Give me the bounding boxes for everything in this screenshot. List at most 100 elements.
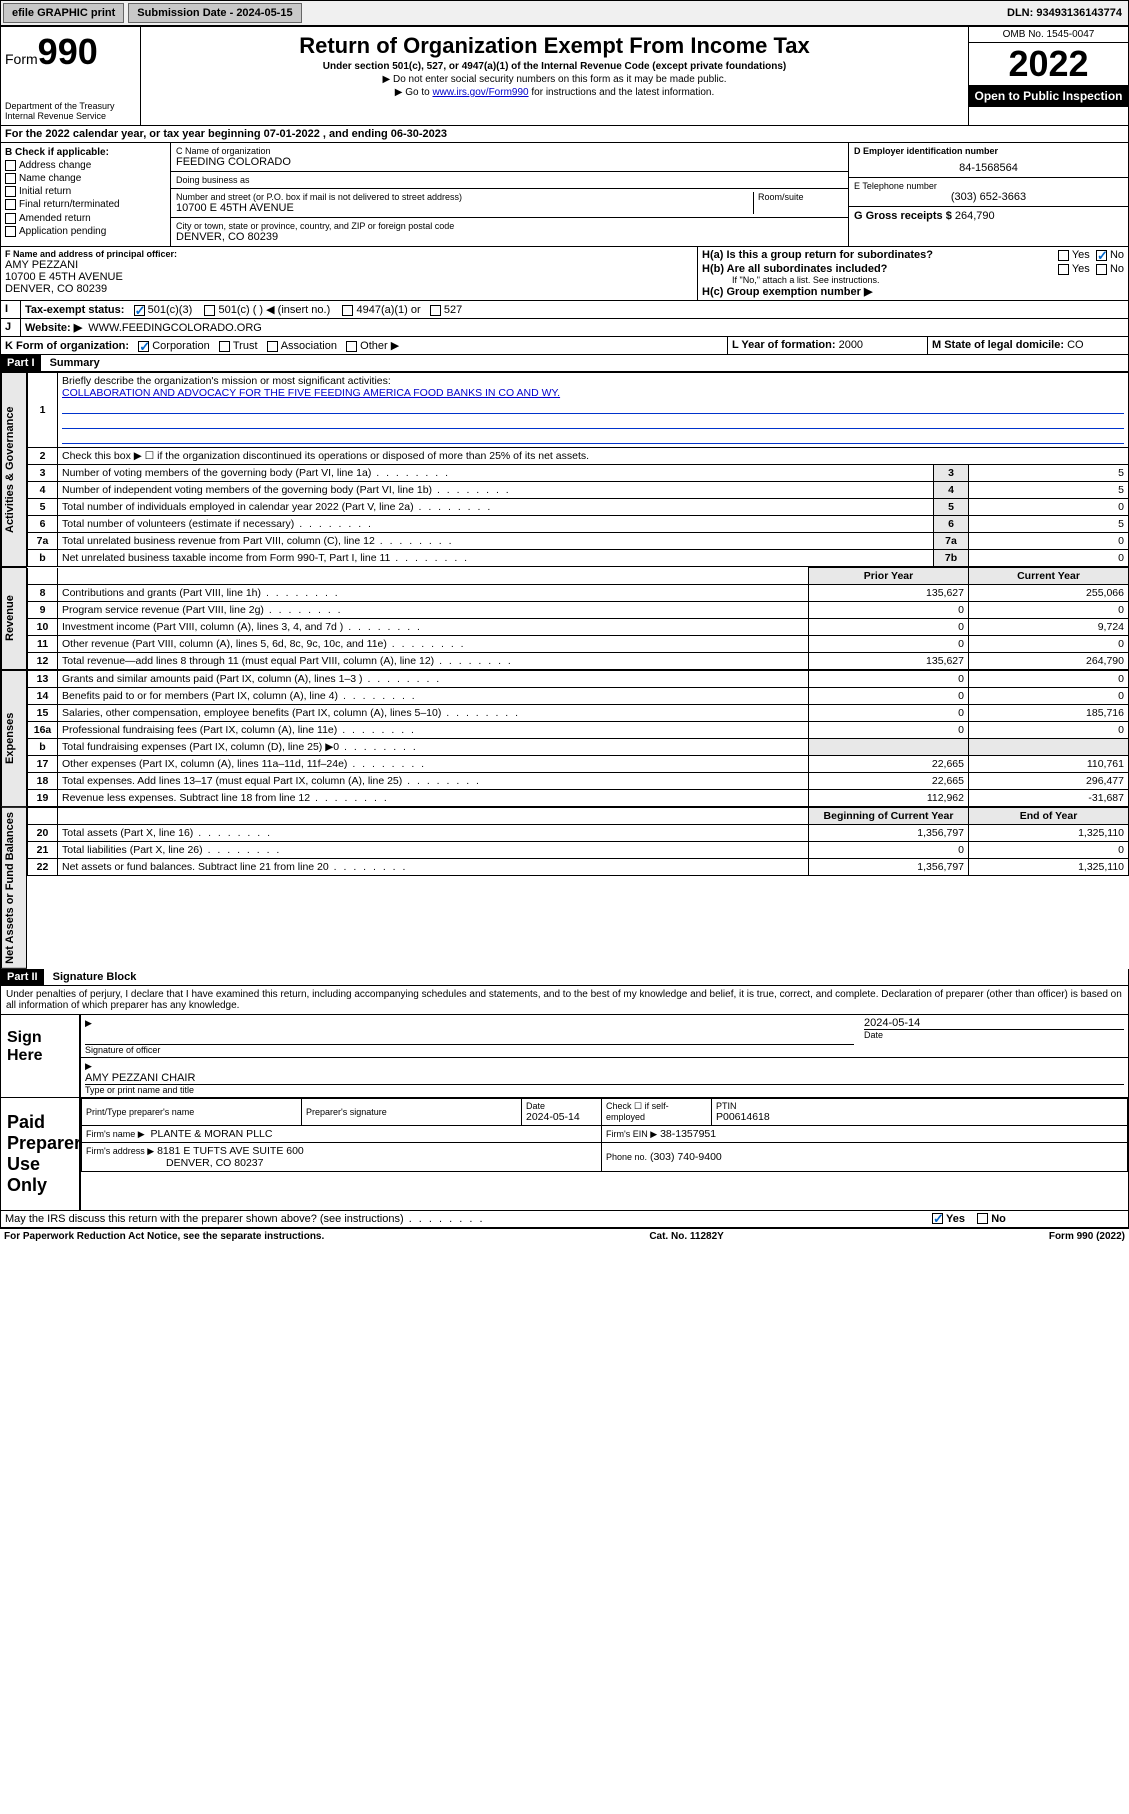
line-num: 18 (28, 773, 58, 790)
c-street-label: Number and street (or P.O. box if mail i… (176, 192, 753, 202)
data-row: 21 Total liabilities (Part X, line 26) 0… (28, 842, 1129, 859)
chk-app-pending[interactable] (5, 226, 16, 237)
line-text: Total revenue—add lines 8 through 11 (mu… (58, 653, 809, 670)
governance-table: 1 Briefly describe the organization's mi… (27, 372, 1129, 567)
line-num: 9 (28, 602, 58, 619)
line-num: 4 (28, 482, 58, 499)
pp-firm: PLANTE & MORAN PLLC (151, 1128, 273, 1140)
chk-discuss-yes[interactable] (932, 1213, 943, 1224)
form-word: Form (5, 51, 38, 67)
data-row: 15 Salaries, other compensation, employe… (28, 705, 1129, 722)
data-row: 9 Program service revenue (Part VIII, li… (28, 602, 1129, 619)
data-row: 11 Other revenue (Part VIII, column (A),… (28, 636, 1129, 653)
line-text: Program service revenue (Part VIII, line… (58, 602, 809, 619)
discuss-q: May the IRS discuss this return with the… (5, 1213, 404, 1225)
chk-name-change[interactable] (5, 173, 16, 184)
chk-corp[interactable] (138, 341, 149, 352)
vlabel-expenses: Expenses (1, 670, 27, 807)
data-row: 10 Investment income (Part VIII, column … (28, 619, 1129, 636)
note-url: ▶ Go to www.irs.gov/Form990 for instruct… (145, 87, 964, 98)
cell-prior: 22,665 (809, 756, 969, 773)
line-j: J Website: ▶ WWW.FEEDINGCOLORADO.ORG (0, 319, 1129, 337)
cell-curr: 1,325,110 (969, 825, 1129, 842)
chk-other[interactable] (346, 341, 357, 352)
part1-bar: Part I (1, 355, 41, 371)
top-bar: efile GRAPHIC print Submission Date - 20… (0, 0, 1129, 26)
form-no: 990 (38, 31, 98, 72)
footer-left: For Paperwork Reduction Act Notice, see … (4, 1231, 324, 1242)
i-o4: 527 (444, 304, 462, 316)
paid-preparer-label: Paid Preparer Use Only (1, 1098, 81, 1210)
chk-hb-no[interactable] (1096, 264, 1107, 275)
line-num: 11 (28, 636, 58, 653)
j-website: WWW.FEEDINGCOLORADO.ORG (88, 322, 262, 334)
chk-discuss-no[interactable] (977, 1213, 988, 1224)
footer-right: Form 990 (2022) (1049, 1231, 1125, 1242)
line-text: Other expenses (Part IX, column (A), lin… (58, 756, 809, 773)
k-label: K Form of organization: (5, 340, 129, 352)
vlabel-revenue: Revenue (1, 567, 27, 670)
form-header: Form990 Department of the Treasury Inter… (0, 26, 1129, 126)
c-city: DENVER, CO 80239 (176, 231, 843, 243)
dln-text: DLN: 93493136143774 (1007, 7, 1128, 19)
pp-c4: Check ☐ if self-employed (606, 1101, 707, 1122)
line-val: 5 (969, 465, 1129, 482)
gov-row: b Net unrelated business taxable income … (28, 550, 1129, 567)
cell-curr: 0 (969, 671, 1129, 688)
cell-curr: 0 (969, 602, 1129, 619)
chk-501c3[interactable] (134, 305, 145, 316)
chk-ha-yes[interactable] (1058, 250, 1069, 261)
line-box: 3 (934, 465, 969, 482)
cell-prior: 1,356,797 (809, 859, 969, 876)
q1-text: Briefly describe the organization's miss… (62, 375, 391, 387)
line-text: Revenue less expenses. Subtract line 18 … (58, 790, 809, 807)
submission-date-button[interactable]: Submission Date - 2024-05-15 (128, 3, 301, 23)
chk-address-change[interactable] (5, 160, 16, 171)
paid-preparer-table: Print/Type preparer's name Preparer's si… (81, 1098, 1128, 1172)
chk-initial-return[interactable] (5, 186, 16, 197)
chk-amended[interactable] (5, 213, 16, 224)
sig-name: AMY PEZZANI CHAIR (85, 1072, 1124, 1084)
chk-527[interactable] (430, 305, 441, 316)
cell-prior: 135,627 (809, 653, 969, 670)
line-box: 5 (934, 499, 969, 516)
data-row: 17 Other expenses (Part IX, column (A), … (28, 756, 1129, 773)
cell-curr: 0 (969, 636, 1129, 653)
line-text: Other revenue (Part VIII, column (A), li… (58, 636, 809, 653)
cell-curr: 0 (969, 722, 1129, 739)
chk-hb-yes[interactable] (1058, 264, 1069, 275)
c-room-label: Room/suite (758, 192, 843, 202)
line-num: 21 (28, 842, 58, 859)
footer-mid: Cat. No. 11282Y (649, 1231, 723, 1242)
section-revenue: Revenue Prior Year Current Year 8 Contri… (0, 567, 1129, 670)
line-text: Contributions and grants (Part VIII, lin… (58, 585, 809, 602)
cell-curr (969, 739, 1129, 756)
cell-prior: 0 (809, 602, 969, 619)
pp-ein: 38-1357951 (660, 1128, 716, 1140)
data-row: 22 Net assets or fund balances. Subtract… (28, 859, 1129, 876)
irs-form990-link[interactable]: www.irs.gov/Form990 (432, 87, 528, 98)
line-text: Total fundraising expenses (Part IX, col… (58, 739, 809, 756)
f-addr2: DENVER, CO 80239 (5, 283, 693, 295)
form-number: Form990 (5, 31, 136, 73)
l-year: 2000 (839, 339, 863, 351)
col-current: Current Year (969, 568, 1129, 585)
q1-mission[interactable]: COLLABORATION AND ADVOCACY FOR THE FIVE … (62, 387, 560, 399)
chk-ha-no[interactable] (1096, 250, 1107, 261)
chk-final-return[interactable] (5, 199, 16, 210)
sign-here-label: Sign Here (1, 1015, 81, 1097)
chk-assoc[interactable] (267, 341, 278, 352)
line-val: 5 (969, 516, 1129, 533)
cell-prior: 135,627 (809, 585, 969, 602)
chk-501c[interactable] (204, 305, 215, 316)
ha-line: H(a) Is this a group return for subordin… (702, 249, 1124, 261)
line-val: 0 (969, 533, 1129, 550)
dept-treasury: Department of the Treasury (5, 101, 136, 111)
i-o2: 501(c) ( ) ◀ (insert no.) (218, 304, 330, 316)
line-num: 15 (28, 705, 58, 722)
part1-header: Part I Summary (0, 355, 1129, 372)
pp-c2: Preparer's signature (306, 1107, 517, 1117)
chk-trust[interactable] (219, 341, 230, 352)
efile-button[interactable]: efile GRAPHIC print (3, 3, 124, 23)
chk-4947[interactable] (342, 305, 353, 316)
